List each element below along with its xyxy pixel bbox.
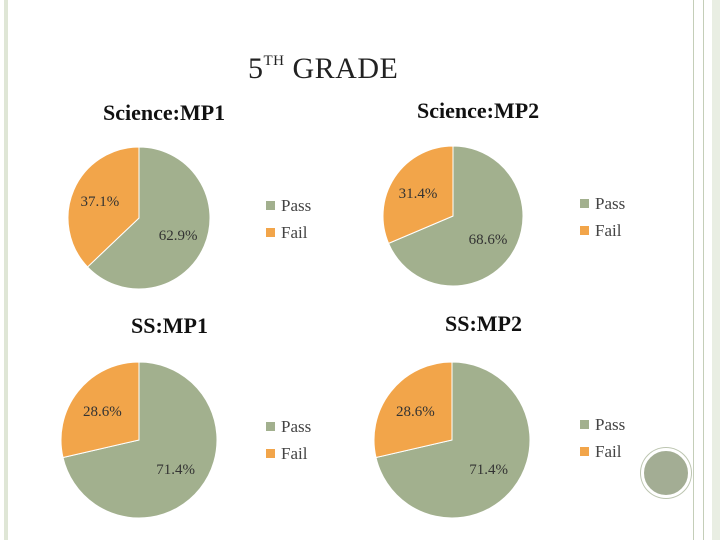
legend-swatch-pass	[266, 422, 275, 431]
page-title-number: 5	[248, 52, 264, 85]
legend-swatch-fail	[266, 228, 275, 237]
pie-slice-fail	[67, 146, 140, 268]
data-label-fail: 37.1%	[80, 194, 119, 210]
data-label-pass: 71.4%	[469, 462, 508, 478]
data-label-fail: 28.6%	[83, 404, 122, 420]
pie-chart-3: SS:MP1 71.4% 28.6% Pass Fail	[60, 313, 311, 519]
legend-label-fail: Fail	[595, 442, 622, 461]
legend-label-pass: Pass	[281, 196, 311, 215]
legend-label-pass: Pass	[281, 417, 311, 436]
legend-swatch-pass	[580, 199, 589, 208]
pie-slice-fail	[373, 361, 453, 459]
page-title-text: GRADE	[284, 52, 399, 85]
legend-label-fail: Fail	[281, 223, 308, 242]
legend-label-fail: Fail	[595, 221, 622, 240]
data-label-pass: 68.6%	[469, 232, 508, 248]
legend-swatch-pass	[266, 201, 275, 210]
slide-frame-right-line-inner	[703, 0, 704, 540]
pie-slice-fail	[60, 361, 140, 459]
legend-label-fail: Fail	[281, 444, 308, 463]
legend-swatch-pass	[580, 420, 589, 429]
pie-chart-2: Science:MP2 68.6% 31.4% Pass Fail	[382, 98, 625, 287]
legend-swatch-fail	[266, 449, 275, 458]
legend-swatch-fail	[580, 447, 589, 456]
legend-swatch-fail	[580, 226, 589, 235]
page-title: 5TH GRADE	[248, 52, 398, 86]
pie-chart-1: Science:MP1 62.9% 37.1% Pass Fail	[67, 100, 311, 290]
data-label-fail: 31.4%	[399, 186, 438, 202]
pie-slice-fail	[382, 145, 454, 245]
slide-frame-right-line	[693, 0, 694, 540]
data-label-pass: 71.4%	[156, 462, 195, 478]
pie-slice-pass	[62, 361, 218, 519]
slide-frame-right-band	[712, 0, 720, 540]
page-title-superscript: TH	[263, 53, 285, 69]
pie-chart-4: SS:MP2 71.4% 28.6% Pass Fail	[373, 311, 625, 519]
decorative-circle	[641, 448, 691, 498]
pie-slice-pass	[375, 361, 531, 519]
pie-slice-pass	[387, 145, 524, 287]
chart-title: SS:MP1	[131, 313, 208, 338]
data-label-pass: 62.9%	[159, 228, 198, 244]
slide-frame-left	[4, 0, 8, 540]
legend-label-pass: Pass	[595, 194, 625, 213]
chart-title: Science:MP2	[417, 98, 539, 123]
pie-slice-pass	[86, 146, 211, 290]
chart-title: SS:MP2	[445, 311, 522, 336]
legend-label-pass: Pass	[595, 415, 625, 434]
data-label-fail: 28.6%	[396, 404, 435, 420]
chart-title: Science:MP1	[103, 100, 225, 125]
